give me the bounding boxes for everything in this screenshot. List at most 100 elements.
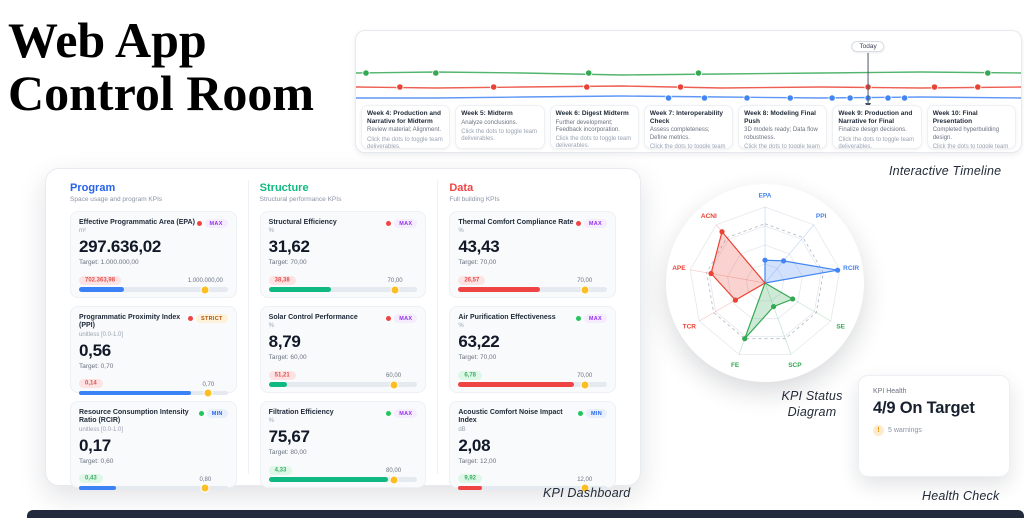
kpi-progress-fill	[458, 485, 483, 491]
radar-point-EPA[interactable]	[762, 257, 768, 263]
week-description: 3D models ready; Data flow robustness.	[744, 127, 818, 141]
red-track-deliverable-dot[interactable]	[974, 83, 982, 91]
blue-track-deliverable-dot[interactable]	[786, 94, 794, 102]
kpi-card: Acoustic Comfort Noise Impact Index dB M…	[449, 401, 617, 492]
week-description: Analyze conclusions.	[461, 119, 518, 126]
radar-point-ACNI[interactable]	[719, 229, 725, 235]
kpi-progress-slider[interactable]	[79, 389, 228, 397]
kpi-status-dot	[196, 221, 202, 226]
kpi-delta-pill: 9,92	[458, 474, 483, 484]
radar-point-FE[interactable]	[742, 336, 748, 342]
kpi-title: Solar Control Performance	[268, 314, 358, 321]
kpi-goal-badge: MAX	[583, 314, 608, 323]
kpi-card: Solar Control Performance % MAX 8,79 Tar…	[259, 306, 427, 393]
kpi-progress-slider[interactable]	[79, 484, 228, 492]
green-track-deliverable-dot[interactable]	[694, 69, 703, 77]
kpi-progress-slider[interactable]	[458, 381, 608, 389]
kpi-target-marker[interactable]	[390, 381, 398, 389]
kpi-axis-label: 70,00	[577, 278, 593, 285]
kpi-status-dot	[386, 411, 392, 416]
timeline-caption: Interactive Timeline	[889, 164, 1002, 178]
timeline-week-card: Week 9: Production and Narrative for Fin…	[832, 105, 922, 149]
kpi-card: Filtration Efficiency % MAX 75,67 Target…	[259, 401, 427, 488]
blue-track-deliverable-dot[interactable]	[828, 94, 836, 102]
kpi-target-label: Target: 80,00	[268, 449, 307, 457]
kpi-target-marker[interactable]	[201, 484, 209, 492]
kpi-unit: m²	[79, 228, 86, 235]
timeline-green-track	[356, 71, 1021, 76]
kpi-target-marker[interactable]	[581, 286, 589, 294]
blue-track-deliverable-dot[interactable]	[884, 94, 892, 102]
blue-track-deliverable-dot[interactable]	[864, 94, 872, 102]
red-track-deliverable-dot[interactable]	[930, 83, 939, 91]
kpi-progress-slider[interactable]	[79, 286, 228, 294]
week-hint: Click the dots to toggle team deliverabl…	[838, 136, 915, 149]
red-track-deliverable-dot[interactable]	[583, 83, 591, 91]
kpi-progress-fill	[79, 390, 191, 396]
kpi-title: Air Purification Effectiveness	[458, 314, 556, 321]
health-label: KPI Health	[873, 388, 907, 395]
radar-point-APE[interactable]	[708, 270, 714, 277]
red-track-deliverable-dot[interactable]	[676, 83, 685, 91]
radar-point-TCR[interactable]	[732, 297, 738, 303]
blue-track-deliverable-dot[interactable]	[743, 94, 751, 102]
kpi-status-dot	[575, 316, 581, 321]
kpi-progress-slider[interactable]	[458, 484, 608, 492]
week-title: Week 10: Final Presentation	[932, 110, 978, 125]
kpi-progress-fill	[268, 477, 388, 482]
radar-point-RCIR[interactable]	[835, 267, 841, 273]
blue-track-deliverable-dot[interactable]	[846, 94, 854, 102]
week-title: Week 6: Digest Midterm	[555, 110, 629, 117]
timeline-blue-track	[356, 95, 1021, 99]
kpi-axis-label: 12,00	[577, 476, 593, 483]
radar-series-program	[764, 259, 838, 284]
kpi-target-marker[interactable]	[581, 381, 589, 389]
green-track-deliverable-dot[interactable]	[362, 69, 370, 77]
kpi-progress-fill	[268, 287, 332, 292]
kpi-progress-slider[interactable]	[268, 476, 418, 484]
kpi-target-marker[interactable]	[204, 389, 212, 397]
page-title-line1: Web App	[8, 12, 207, 68]
health-value: 4/9 On Target	[873, 399, 975, 417]
kpi-unit: unitless [0.0-1.0]	[79, 331, 124, 338]
week-title: Week 5: Midterm	[461, 110, 513, 117]
red-track-deliverable-dot[interactable]	[490, 83, 498, 91]
kpi-target-marker[interactable]	[581, 484, 589, 492]
blue-track-deliverable-dot[interactable]	[664, 94, 673, 102]
green-track-deliverable-dot[interactable]	[432, 69, 440, 77]
radar-point-PPI[interactable]	[780, 258, 787, 264]
blue-track-deliverable-dot[interactable]	[700, 94, 709, 102]
kpi-column-title: Program	[70, 182, 116, 194]
green-track-deliverable-dot[interactable]	[585, 69, 593, 77]
red-track-deliverable-dot[interactable]	[864, 83, 872, 91]
kpi-progress-slider[interactable]	[268, 381, 418, 389]
radar-chart: EPA PPI RCIR SE SCP FE TCR APE ACNI	[672, 193, 859, 370]
radar-spoke-APE	[690, 269, 766, 284]
radar-point-SE[interactable]	[790, 296, 796, 302]
kpi-progress-slider[interactable]	[458, 286, 608, 294]
radar-point-SCP[interactable]	[770, 303, 777, 310]
kpi-column-program: Program Space usage and program KPIs Eff…	[59, 180, 248, 492]
kpi-title: Structural Efficiency	[268, 219, 337, 226]
kpi-progress-slider[interactable]	[268, 286, 418, 294]
kpi-target-marker[interactable]	[391, 286, 399, 294]
radar-axis-label-TCR: TCR	[683, 324, 697, 331]
kpi-target-label: Target: 0,60	[79, 457, 114, 465]
kpi-goal-badge: MAX	[394, 314, 418, 323]
kpi-target-label: Target: 70,00	[268, 259, 307, 267]
radar-caption-line1: KPI Status	[781, 389, 843, 403]
red-track-deliverable-dot[interactable]	[396, 83, 404, 91]
kpi-progress-fill	[79, 287, 124, 292]
kpi-target-marker[interactable]	[390, 476, 398, 484]
blue-track-deliverable-dot[interactable]	[900, 94, 909, 102]
radar-axis-label-ACNI: ACNI	[701, 213, 717, 220]
kpi-value: 0,17	[79, 435, 111, 455]
kpi-card: Programmatic Proximity Index (PPI) unitl…	[70, 306, 237, 397]
kpi-goal-badge: STRICT	[196, 314, 228, 323]
radar-axis-label-SE: SE	[836, 324, 845, 331]
kpi-value: 63,22	[458, 332, 500, 352]
radar-axis-label-SCP: SCP	[788, 362, 802, 369]
kpi-title: Programmatic Proximity Index (PPI)	[79, 314, 181, 330]
kpi-target-marker[interactable]	[201, 286, 209, 294]
green-track-deliverable-dot[interactable]	[984, 69, 992, 77]
